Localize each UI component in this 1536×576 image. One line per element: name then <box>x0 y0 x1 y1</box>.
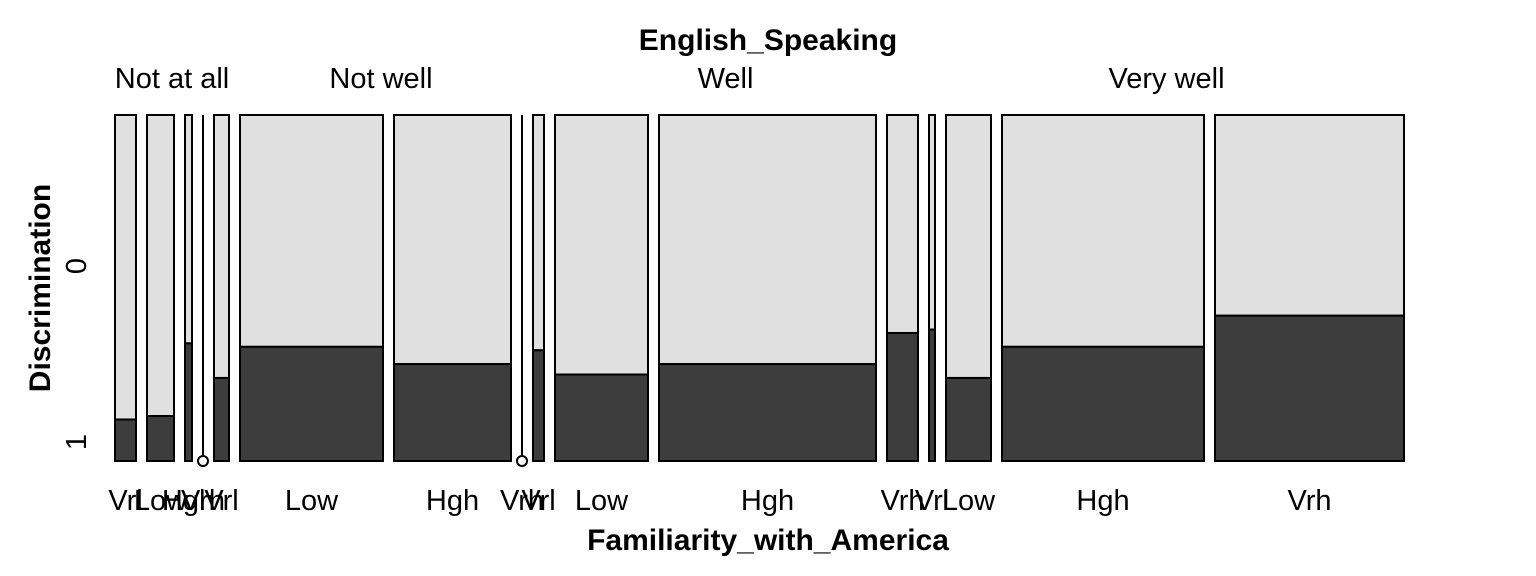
x-tick-label: Low <box>575 485 629 517</box>
x-axis-label: Familiarity_with_America <box>587 524 949 557</box>
cell-level-1 <box>239 345 384 463</box>
cell-level-1 <box>532 349 545 462</box>
cell-level-0 <box>239 114 384 348</box>
x-tick-label: Vrh <box>880 485 924 517</box>
x-tick-label: Vrl <box>915 485 949 517</box>
cell-level-0 <box>114 114 137 421</box>
x-tick-label: Low <box>285 485 339 517</box>
cell-level-0 <box>1001 114 1205 348</box>
x-tick-label: Vrh <box>500 485 544 517</box>
x-tick-label: Low <box>134 485 188 517</box>
chart-title: English_Speaking <box>639 24 897 57</box>
x-tick-label: Vrl <box>204 485 238 517</box>
group-label: Not well <box>329 63 432 95</box>
x-tick-label: Hgh <box>741 485 794 517</box>
cell-level-1 <box>928 328 936 462</box>
cell-level-1 <box>1214 314 1405 462</box>
cell-level-1 <box>886 331 919 463</box>
y-axis-label: Discrimination <box>24 184 57 392</box>
group-label: Not at all <box>115 63 229 95</box>
empty-cell-marker <box>516 455 528 467</box>
group-label: Well <box>698 63 754 95</box>
cell-level-1 <box>658 363 877 462</box>
cell-level-0 <box>532 114 545 352</box>
cell-level-0 <box>213 114 230 379</box>
cell-level-0 <box>1214 114 1405 317</box>
cell-level-1 <box>1001 345 1205 463</box>
cell-level-1 <box>146 415 175 462</box>
cell-level-0 <box>928 114 936 331</box>
cell-level-1 <box>945 376 992 462</box>
cell-level-1 <box>393 363 512 462</box>
x-tick-label: Hgh <box>426 485 479 517</box>
cell-level-0 <box>945 114 992 379</box>
cell-level-1 <box>114 418 137 463</box>
group-label: Very well <box>1108 63 1224 95</box>
empty-cell-marker <box>197 455 209 467</box>
x-tick-label: Vrh <box>1287 485 1331 517</box>
cell-level-0 <box>184 114 193 345</box>
cell-level-0 <box>393 114 512 366</box>
x-tick-label: Vrl <box>108 485 142 517</box>
y-tick-label-1: 1 <box>61 434 93 450</box>
cell-level-0 <box>554 114 649 376</box>
x-tick-label: Vrh <box>181 485 225 517</box>
cell-level-1 <box>184 342 193 462</box>
x-tick-label: Hgh <box>1076 485 1129 517</box>
cell-level-0 <box>146 114 175 418</box>
cell-level-1 <box>554 373 649 462</box>
cell-level-0 <box>886 114 919 334</box>
cell-level-0 <box>658 114 877 366</box>
cell-level-1 <box>213 376 230 462</box>
x-tick-label: Hgh <box>162 485 215 517</box>
y-tick-label-0: 0 <box>61 258 93 274</box>
x-tick-label: Vrl <box>521 485 555 517</box>
x-tick-label: Low <box>942 485 996 517</box>
